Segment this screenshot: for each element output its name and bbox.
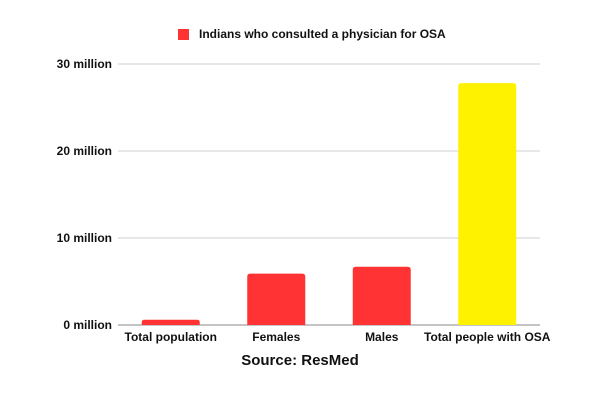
y-tick-label: 10 million <box>57 231 112 245</box>
x-tick-label: Males <box>365 330 399 344</box>
bar <box>247 273 306 325</box>
y-tick-label: 30 million <box>57 57 112 71</box>
bar <box>352 266 411 325</box>
bar <box>458 83 517 325</box>
legend-label: Indians who consulted a physician for OS… <box>199 27 446 41</box>
x-tick-label: Females <box>252 330 300 344</box>
x-tick-label: Total people with OSA <box>424 330 551 344</box>
source-note: Source: ResMed <box>241 352 359 369</box>
bar <box>141 319 200 325</box>
x-tick-label: Total population <box>125 330 217 344</box>
y-tick-label: 0 million <box>63 318 112 332</box>
legend-swatch <box>178 28 189 40</box>
y-tick-label: 20 million <box>57 144 112 158</box>
chart-legend: Indians who consulted a physician for OS… <box>178 27 446 41</box>
